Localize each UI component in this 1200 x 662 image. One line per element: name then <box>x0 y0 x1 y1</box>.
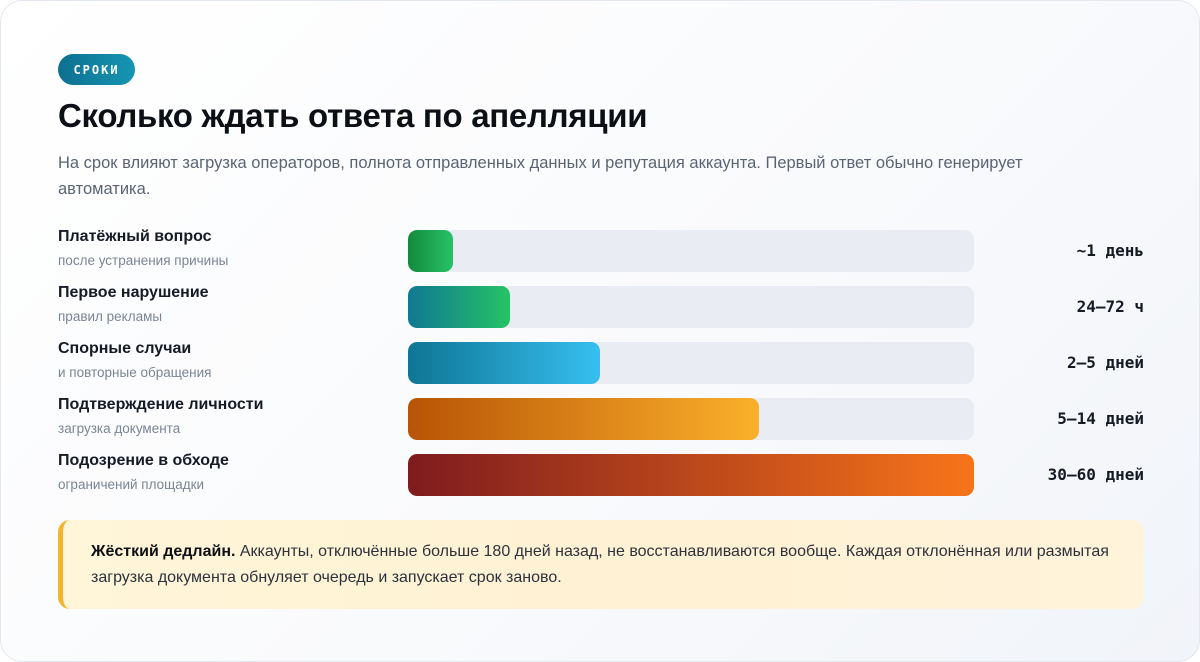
row-caption: ограничений площадки <box>58 477 205 492</box>
duration-value: 2–5 дней <box>1066 353 1144 372</box>
note-heading: Жёсткий дедлайн. <box>91 543 236 560</box>
row-label: Первое нарушение <box>58 284 209 301</box>
duration-bar <box>408 398 759 440</box>
row-label: Спорные случаи <box>58 340 192 357</box>
row-caption: и повторные обращения <box>58 365 212 380</box>
timeline-row-identity: Подтверждение личности загрузка документ… <box>58 396 1144 442</box>
duration-track <box>408 342 974 384</box>
note-text: Аккаунты, отключённые больше 180 дней на… <box>91 543 1109 586</box>
duration-bar <box>408 230 454 272</box>
duration-bar <box>408 342 601 384</box>
page-title: Сколько ждать ответа по апелляции <box>58 97 648 134</box>
duration-value: 30–60 дней <box>1047 465 1144 484</box>
timeline-row-circumvention: Подозрение в обходе ограничений площадки… <box>58 452 1144 498</box>
duration-track <box>408 286 974 328</box>
deadline-warning-note: Жёсткий дедлайн. Аккаунты, отключённые б… <box>58 520 1144 609</box>
row-caption: правил рекламы <box>58 309 163 324</box>
section-badge: СРОКИ <box>58 54 135 85</box>
duration-value: 24–72 ч <box>1076 297 1144 316</box>
duration-track <box>408 398 974 440</box>
row-label: Подтверждение личности <box>58 396 264 413</box>
timeline-row-first-violation: Первое нарушение правил рекламы 24–72 ч <box>58 284 1144 330</box>
duration-track <box>408 454 974 496</box>
page-subtitle: На срок влияют загрузка операторов, полн… <box>58 154 1023 198</box>
timeline-row-disputed: Спорные случаи и повторные обращения 2–5… <box>58 340 1144 386</box>
duration-bar <box>408 286 510 328</box>
row-label: Платёжный вопрос <box>58 228 212 245</box>
row-caption: после устранения причины <box>58 253 229 268</box>
duration-value: 5–14 дней <box>1057 409 1144 428</box>
duration-bar <box>408 454 974 496</box>
row-caption: загрузка документа <box>58 421 181 436</box>
row-label: Подозрение в обходе <box>58 452 229 469</box>
duration-value: ~1 день <box>1076 241 1144 260</box>
duration-track <box>408 230 974 272</box>
timeline-row-payment: Платёжный вопрос после устранения причин… <box>58 228 1144 274</box>
